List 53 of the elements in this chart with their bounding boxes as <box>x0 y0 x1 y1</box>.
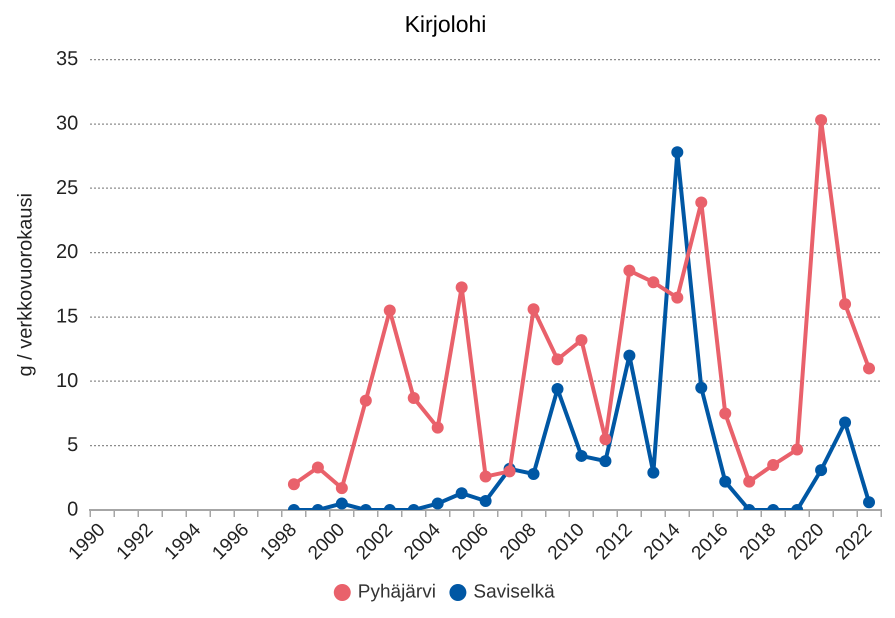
point <box>599 455 612 468</box>
y-tick-label: 20 <box>56 241 78 264</box>
point <box>528 303 540 316</box>
point <box>480 470 492 483</box>
y-tick-label: 30 <box>56 112 78 134</box>
point <box>456 281 468 294</box>
point <box>575 450 588 462</box>
y-axis-title: g / verkkovuorokausi <box>14 193 37 377</box>
point <box>552 383 564 396</box>
point <box>336 498 348 510</box>
point <box>599 433 612 446</box>
legend-label: Pyhäjärvi <box>358 582 436 603</box>
point <box>791 444 804 456</box>
point <box>863 496 876 508</box>
y-tick-label: 0 <box>67 498 78 521</box>
point <box>552 353 564 366</box>
point <box>360 394 372 407</box>
point <box>671 292 684 304</box>
point <box>767 458 780 471</box>
point <box>336 482 348 494</box>
point <box>815 114 828 126</box>
point <box>575 334 588 346</box>
point <box>432 498 444 510</box>
point <box>456 487 468 500</box>
point <box>695 382 708 394</box>
y-tick-label: 5 <box>67 434 78 456</box>
point <box>671 146 684 158</box>
point <box>839 298 852 310</box>
y-tick-label: 35 <box>56 48 78 70</box>
point <box>743 476 756 488</box>
point <box>432 422 444 434</box>
point <box>480 494 492 507</box>
y-tick-label: 25 <box>56 176 78 199</box>
point <box>647 466 660 479</box>
point <box>288 478 300 490</box>
point <box>408 392 420 404</box>
point <box>623 350 636 362</box>
y-tick-label: 15 <box>56 305 78 328</box>
chart-title: Kirjolohi <box>404 11 486 38</box>
point <box>312 462 324 474</box>
point <box>504 465 516 478</box>
point <box>719 407 732 420</box>
y-tick-label: 10 <box>56 370 78 392</box>
point <box>839 416 852 428</box>
point <box>384 304 396 317</box>
legend-label: Saviselkä <box>473 582 556 603</box>
point <box>695 196 708 208</box>
point <box>528 468 540 480</box>
point <box>623 264 636 277</box>
point <box>719 476 732 488</box>
point <box>815 464 828 476</box>
point <box>863 362 876 374</box>
point <box>647 276 660 288</box>
